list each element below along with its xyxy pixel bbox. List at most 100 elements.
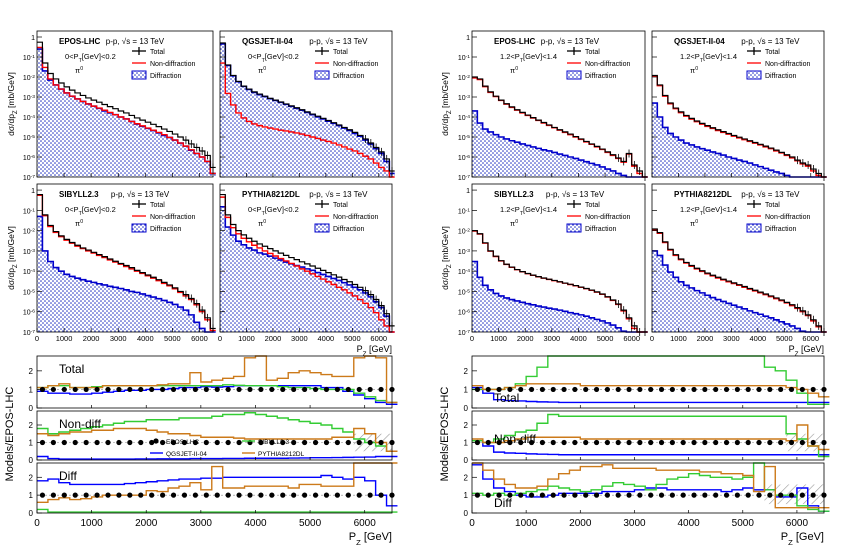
y-tick-label: 10-4	[23, 114, 35, 123]
epos-marker	[637, 492, 643, 498]
epos-marker	[356, 386, 362, 393]
epos-marker	[302, 386, 308, 393]
ratio-series-pythia8212dl	[37, 355, 398, 404]
energy-label: p-p, √s = 13 TeV	[741, 190, 800, 199]
epos-marker	[593, 439, 600, 446]
x-tick-label: 2000	[265, 334, 282, 343]
total-line	[220, 193, 395, 327]
epos-marker	[474, 439, 481, 446]
epos-marker	[528, 439, 535, 446]
x-tick-label: 0	[650, 334, 654, 343]
x-tick-label: 6000	[802, 334, 819, 343]
pt-cut-label: 0<PT[GeV]<0.2	[65, 205, 116, 217]
epos-marker	[127, 439, 133, 446]
nondiffraction-line	[37, 46, 216, 175]
epos-marker	[83, 492, 89, 498]
diffraction-line	[652, 250, 827, 333]
ratio-y-title: Models/EPOS-LHC	[4, 387, 16, 482]
ratio-frame	[36, 462, 393, 514]
epos-marker	[302, 439, 308, 446]
y-axis-title: dσ/dpZ [mb/GeV]	[440, 72, 453, 136]
epos-marker	[345, 492, 351, 498]
y-tick-label: 10-4	[458, 114, 470, 123]
energy-label: p-p, √s = 13 TeV	[111, 190, 170, 199]
y-tick-label: 10-3	[23, 247, 35, 256]
epos-marker	[203, 492, 209, 498]
epos-marker	[312, 439, 319, 446]
epos-marker	[702, 492, 708, 498]
legend-nondiff-label: Non-diffraction	[150, 214, 196, 221]
distribution-panel-A-qgs: QGSJET-II-04 p-p, √s = 13 TeV 0<PT[GeV]<0.…	[219, 30, 395, 178]
nondiffraction-line	[220, 62, 395, 178]
legend-total-label: Total	[150, 49, 165, 56]
diffraction-fill	[220, 43, 395, 178]
epos-marker	[778, 492, 784, 498]
particle-label: π0	[690, 66, 698, 75]
epos-marker	[269, 439, 275, 446]
panel-frame	[651, 30, 825, 178]
y-axis-title: dσ/dpZ [mb/GeV]	[6, 72, 19, 136]
ratio-series-sibyll2-3	[37, 412, 398, 452]
legend-total-label: Total	[333, 202, 348, 209]
panel-frame	[471, 30, 646, 178]
y-tick-label: 1	[31, 35, 35, 42]
epos-marker	[50, 439, 56, 446]
epos-marker	[192, 439, 198, 446]
x-tick-label: 2000	[697, 334, 714, 343]
epos-marker	[507, 386, 513, 393]
diffraction-line	[472, 260, 648, 333]
particle-label: π0	[75, 66, 83, 75]
epos-marker	[799, 492, 805, 498]
ratio-series-sibyll2-3	[472, 413, 830, 458]
ratio-panel-non-diff: 0 1 2 Non-diff	[29, 410, 398, 465]
y-tick-label: 10-5	[23, 288, 35, 297]
legend-diff-label: Diffraction	[333, 226, 364, 233]
ratio-series-pythia8212dl	[37, 462, 398, 503]
epos-marker	[181, 439, 188, 446]
epos-marker	[691, 439, 697, 446]
x-tick-label: 5000	[776, 334, 793, 343]
epos-marker	[485, 439, 491, 446]
total-line	[37, 193, 216, 330]
model-title: SIBYLL2.3	[59, 190, 99, 199]
panel-frame	[651, 183, 825, 333]
x-tick-label: 4000	[570, 334, 587, 343]
epos-marker	[485, 386, 491, 393]
epos-marker	[280, 439, 286, 446]
ratio-panel-non-diff: 0 1 2 Non-diff	[464, 410, 830, 465]
epos-marker	[116, 386, 122, 393]
epos-marker	[723, 386, 730, 393]
legend-qgsjet-label: QGSJET-II-04	[166, 451, 207, 458]
epos-marker	[691, 386, 697, 393]
epos-marker	[367, 492, 373, 498]
epos-marker	[105, 492, 111, 498]
legend-diff-swatch	[314, 223, 330, 233]
model-title: EPOS-LHC	[59, 37, 101, 46]
nondiffraction-line	[652, 75, 827, 178]
legend-nondiff-label: Non-diffraction	[765, 214, 811, 221]
epos-marker	[723, 492, 730, 498]
ratio-x-tick-label: 3000	[190, 518, 213, 529]
legend-diff-label: Diffraction	[585, 73, 616, 80]
pt-cut-label: 0<PT[GeV]<0.2	[65, 52, 116, 64]
epos-marker	[214, 386, 220, 393]
legend-pythia-label: PYTHIA8212DL	[258, 451, 305, 458]
ratio-frame	[36, 410, 393, 461]
model-title: SIBYLL2.3	[494, 190, 534, 199]
x-tick-label: 4000	[318, 334, 335, 343]
epos-marker	[149, 492, 155, 498]
total-line	[472, 230, 648, 333]
epos-marker	[61, 386, 67, 393]
epos-marker	[269, 492, 275, 498]
epos-marker	[61, 492, 67, 498]
x-tick-label: 3000	[291, 334, 308, 343]
distribution-panel-B-sib: 1 10-1 10-2 10-3 10-4 10-5 10-6 10-70 1000 2000 30…	[458, 183, 648, 343]
epos-marker	[170, 492, 177, 498]
epos-marker	[323, 439, 330, 446]
epos-marker	[767, 386, 773, 393]
distribution-panel-B-epos: 1 10-1 10-2 10-3 10-4 10-5 10-6 10-7 EPOS-LHC p-p…	[458, 30, 648, 182]
epos-marker	[604, 386, 610, 393]
epos-marker	[127, 386, 133, 393]
y-tick-label: 0	[29, 456, 34, 465]
diffraction-line	[472, 110, 648, 178]
